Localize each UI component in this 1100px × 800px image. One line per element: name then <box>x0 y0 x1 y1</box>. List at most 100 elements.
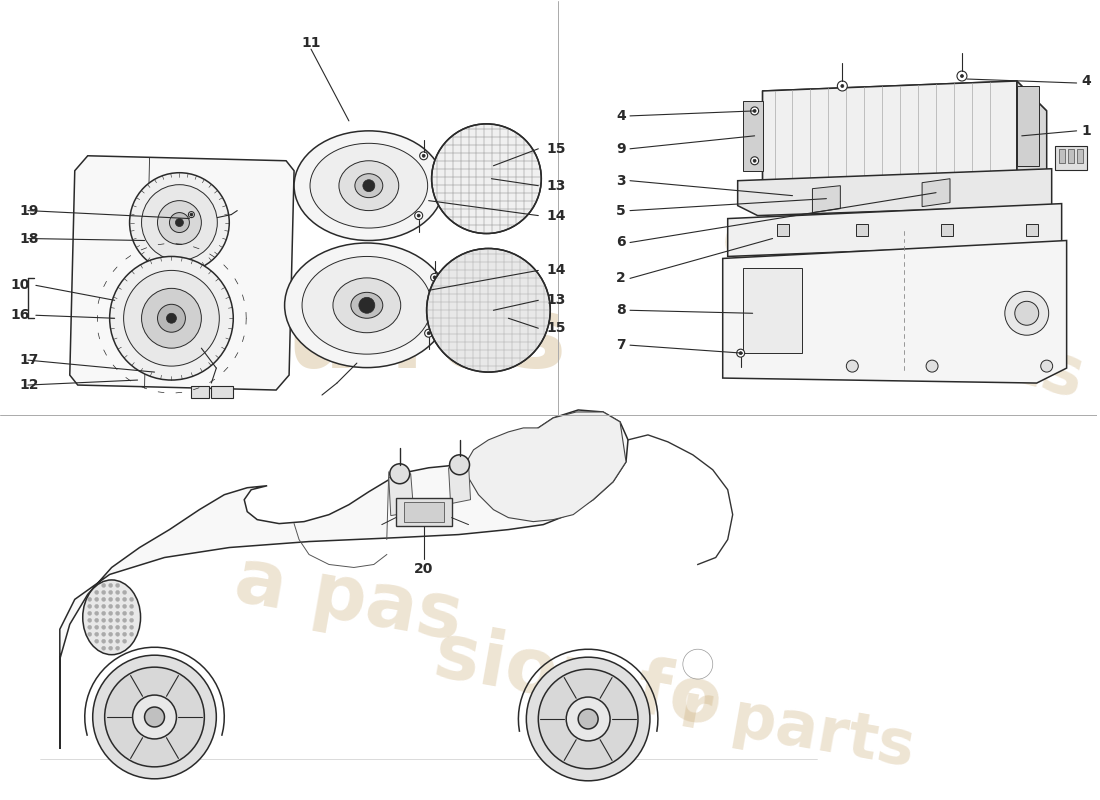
Circle shape <box>750 157 759 165</box>
Text: 17: 17 <box>20 353 40 367</box>
Polygon shape <box>466 412 626 522</box>
Circle shape <box>101 646 106 650</box>
Text: 7: 7 <box>616 338 626 352</box>
Circle shape <box>450 455 470 474</box>
Circle shape <box>101 590 106 594</box>
Text: 5: 5 <box>616 203 626 218</box>
Circle shape <box>122 618 127 622</box>
Ellipse shape <box>333 278 400 333</box>
Circle shape <box>166 314 176 323</box>
Circle shape <box>88 598 91 602</box>
Bar <box>1058 149 1065 162</box>
Text: 19: 19 <box>20 203 40 218</box>
Circle shape <box>109 583 112 587</box>
Circle shape <box>422 154 426 158</box>
Circle shape <box>116 618 120 622</box>
Circle shape <box>101 618 106 622</box>
Circle shape <box>130 618 133 622</box>
Circle shape <box>101 626 106 630</box>
Circle shape <box>122 590 127 594</box>
Circle shape <box>431 124 541 234</box>
Text: spar: spar <box>866 260 1068 381</box>
Circle shape <box>417 214 420 217</box>
Circle shape <box>130 632 133 636</box>
Text: 9: 9 <box>616 142 626 156</box>
Circle shape <box>88 632 91 636</box>
Circle shape <box>359 298 375 314</box>
Circle shape <box>101 598 106 602</box>
Text: 4: 4 <box>616 109 626 123</box>
Circle shape <box>116 646 120 650</box>
Circle shape <box>175 218 184 226</box>
Circle shape <box>116 639 120 643</box>
Polygon shape <box>738 169 1052 215</box>
Circle shape <box>116 626 120 630</box>
Text: 13: 13 <box>547 178 565 193</box>
Polygon shape <box>813 186 840 213</box>
Bar <box>1077 149 1082 162</box>
Circle shape <box>101 632 106 636</box>
Circle shape <box>142 288 201 348</box>
Circle shape <box>130 626 133 630</box>
Circle shape <box>837 81 847 91</box>
Circle shape <box>538 669 638 769</box>
Circle shape <box>109 618 112 622</box>
Ellipse shape <box>310 143 428 228</box>
Text: sion fo: sion fo <box>429 618 728 741</box>
Text: 18: 18 <box>20 231 40 246</box>
Polygon shape <box>59 410 628 749</box>
Circle shape <box>92 655 217 779</box>
Circle shape <box>116 583 120 587</box>
Circle shape <box>415 211 422 219</box>
Text: 13: 13 <box>547 294 565 307</box>
Text: 20: 20 <box>414 562 433 577</box>
Circle shape <box>739 352 742 354</box>
Bar <box>191 386 209 398</box>
Ellipse shape <box>302 257 431 354</box>
Circle shape <box>116 590 120 594</box>
Text: 6: 6 <box>616 235 626 250</box>
Bar <box>940 223 953 235</box>
Text: 14: 14 <box>547 209 565 222</box>
Circle shape <box>130 604 133 608</box>
Circle shape <box>566 697 610 741</box>
Circle shape <box>122 598 127 602</box>
Circle shape <box>846 360 858 372</box>
Polygon shape <box>762 91 792 210</box>
Circle shape <box>95 632 99 636</box>
Circle shape <box>130 598 133 602</box>
Circle shape <box>957 71 967 81</box>
Circle shape <box>157 201 201 245</box>
Circle shape <box>101 604 106 608</box>
Circle shape <box>754 159 756 162</box>
Circle shape <box>109 632 112 636</box>
Ellipse shape <box>355 174 383 198</box>
Circle shape <box>122 604 127 608</box>
Text: a pas: a pas <box>230 543 469 656</box>
Circle shape <box>101 611 106 615</box>
Circle shape <box>109 598 112 602</box>
Text: ros: ros <box>389 292 568 389</box>
Circle shape <box>750 107 759 115</box>
Bar <box>404 502 443 522</box>
Circle shape <box>95 626 99 630</box>
Polygon shape <box>1016 86 1038 166</box>
Circle shape <box>427 332 430 334</box>
Ellipse shape <box>294 131 443 241</box>
Circle shape <box>1041 360 1053 372</box>
Bar <box>1026 223 1037 235</box>
Text: euro: euro <box>713 199 922 322</box>
Circle shape <box>188 211 195 218</box>
Circle shape <box>122 632 127 636</box>
Polygon shape <box>762 81 1016 181</box>
Circle shape <box>95 639 99 643</box>
Circle shape <box>754 110 756 113</box>
Polygon shape <box>449 464 471 504</box>
Text: 3: 3 <box>616 174 626 188</box>
Bar <box>742 269 803 353</box>
Circle shape <box>157 304 186 332</box>
Circle shape <box>130 611 133 615</box>
Polygon shape <box>1016 81 1047 201</box>
Ellipse shape <box>339 161 398 210</box>
Circle shape <box>130 173 229 273</box>
